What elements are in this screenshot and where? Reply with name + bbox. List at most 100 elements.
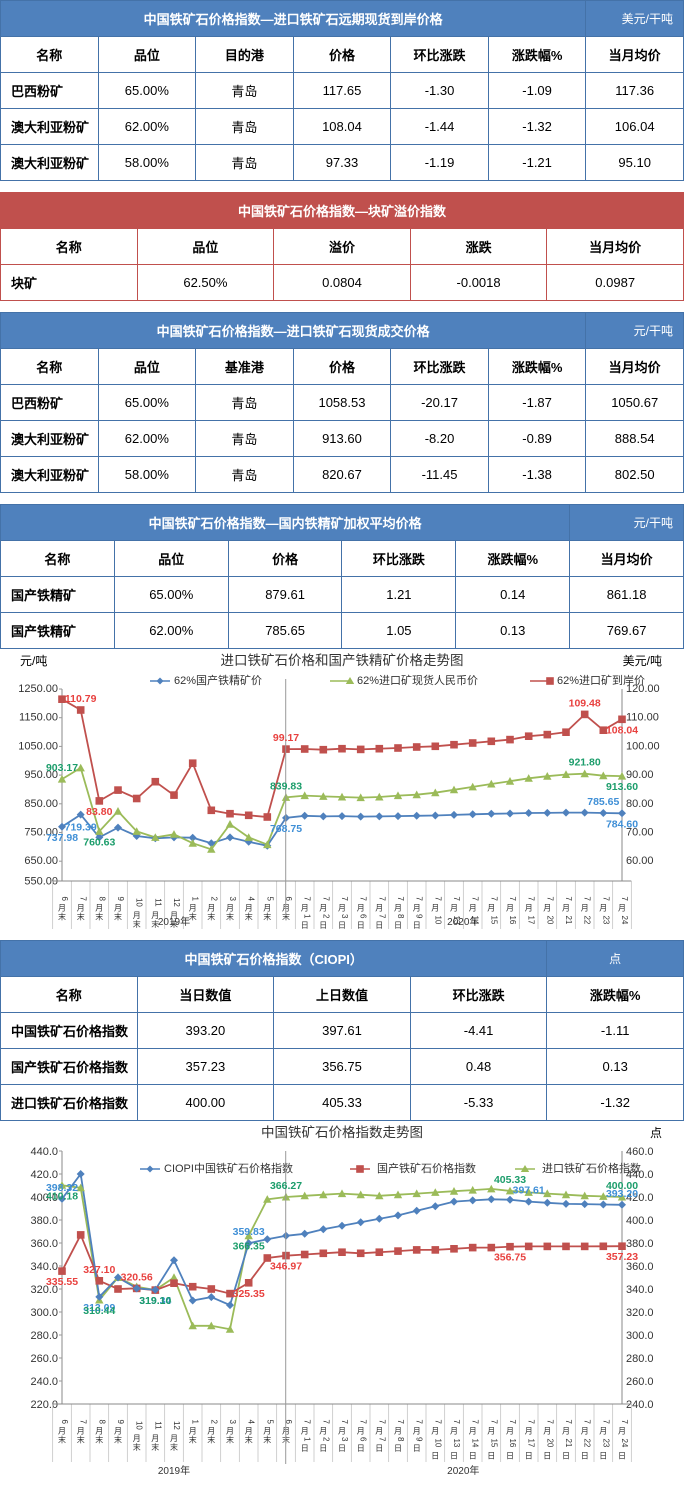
svg-text:340.0: 340.0 (30, 1261, 58, 1273)
svg-text:日: 日 (338, 1444, 346, 1453)
svg-text:末: 末 (133, 1442, 141, 1452)
svg-text:400.00: 400.00 (606, 1180, 638, 1192)
svg-text:日: 日 (357, 1444, 365, 1453)
svg-text:300.0: 300.0 (30, 1307, 58, 1319)
svg-text:月: 月 (133, 1434, 141, 1443)
svg-text:300.0: 300.0 (626, 1330, 654, 1342)
svg-text:7: 7 (545, 1419, 554, 1424)
svg-text:719.39: 719.39 (65, 822, 97, 834)
svg-text:月: 月 (431, 904, 439, 913)
svg-text:日: 日 (301, 1444, 309, 1453)
svg-text:7: 7 (396, 1419, 405, 1424)
svg-text:月: 月 (394, 1427, 402, 1436)
svg-text:366.27: 366.27 (270, 1180, 302, 1192)
svg-text:元/吨: 元/吨 (20, 654, 47, 668)
svg-text:3: 3 (228, 1419, 237, 1424)
svg-text:月: 月 (506, 1427, 514, 1436)
svg-text:380.0: 380.0 (626, 1238, 654, 1250)
svg-text:月: 月 (581, 1427, 589, 1436)
svg-text:月: 月 (413, 904, 421, 913)
svg-text:月: 月 (301, 1427, 309, 1436)
svg-text:366.35: 366.35 (233, 1241, 265, 1253)
svg-text:7: 7 (340, 1419, 349, 1424)
svg-text:8: 8 (97, 896, 106, 901)
svg-text:3: 3 (340, 1437, 349, 1442)
svg-text:国产铁矿石价格指数: 国产铁矿石价格指数 (377, 1161, 476, 1175)
svg-text:7: 7 (79, 896, 88, 901)
svg-text:9: 9 (415, 914, 424, 919)
svg-text:20: 20 (545, 915, 554, 924)
svg-text:日: 日 (450, 1452, 458, 1461)
svg-text:日: 日 (525, 1452, 533, 1461)
svg-text:8: 8 (396, 1437, 405, 1442)
svg-text:8: 8 (97, 1419, 106, 1424)
svg-text:839.83: 839.83 (270, 780, 302, 792)
svg-text:23: 23 (601, 915, 610, 924)
svg-text:110.00: 110.00 (626, 712, 659, 724)
svg-text:16: 16 (508, 1438, 517, 1447)
svg-text:7: 7 (452, 1419, 461, 1424)
svg-text:108.04: 108.04 (606, 724, 638, 736)
svg-text:月: 月 (245, 904, 253, 913)
svg-text:2020年: 2020年 (447, 915, 479, 928)
svg-text:5: 5 (265, 896, 274, 901)
svg-text:83.80: 83.80 (86, 806, 112, 818)
svg-text:3: 3 (340, 914, 349, 919)
svg-text:日: 日 (543, 929, 551, 930)
svg-text:320.0: 320.0 (626, 1307, 654, 1319)
svg-text:357.23: 357.23 (606, 1251, 638, 1263)
svg-text:月: 月 (207, 904, 215, 913)
svg-text:12: 12 (172, 898, 181, 907)
svg-text:380.0: 380.0 (30, 1215, 58, 1227)
svg-text:末: 末 (58, 912, 66, 922)
svg-text:日: 日 (599, 1452, 607, 1461)
svg-text:末: 末 (226, 912, 234, 922)
svg-text:末: 末 (133, 919, 141, 929)
svg-text:760.63: 760.63 (83, 836, 115, 848)
svg-text:末: 末 (207, 912, 215, 922)
svg-text:日: 日 (562, 929, 570, 930)
svg-text:7: 7 (527, 896, 536, 901)
svg-text:7: 7 (601, 896, 610, 901)
svg-text:24: 24 (620, 1438, 629, 1447)
svg-text:月: 月 (319, 1427, 327, 1436)
svg-text:月: 月 (77, 904, 85, 913)
svg-text:260.0: 260.0 (30, 1353, 58, 1365)
svg-text:7: 7 (433, 1419, 442, 1424)
svg-text:月: 月 (487, 1427, 495, 1436)
svg-text:7: 7 (601, 1419, 610, 1424)
svg-text:62%国产铁精矿价: 62%国产铁精矿价 (174, 673, 262, 687)
svg-text:末: 末 (263, 912, 271, 922)
svg-text:月: 月 (562, 1427, 570, 1436)
svg-text:320.56: 320.56 (121, 1271, 153, 1283)
svg-text:7: 7 (583, 896, 592, 901)
svg-text:420.0: 420.0 (30, 1169, 58, 1181)
svg-text:460.0: 460.0 (626, 1146, 654, 1158)
svg-text:7: 7 (303, 896, 312, 901)
svg-text:1050.00: 1050.00 (18, 740, 58, 752)
svg-text:405.33: 405.33 (494, 1174, 526, 1186)
svg-text:7: 7 (564, 1419, 573, 1424)
svg-text:末: 末 (114, 1435, 122, 1445)
svg-text:月: 月 (77, 1427, 85, 1436)
svg-text:末: 末 (245, 1435, 253, 1445)
svg-text:末: 末 (114, 912, 122, 922)
svg-text:10: 10 (433, 1438, 442, 1447)
svg-text:359.83: 359.83 (233, 1226, 265, 1238)
svg-text:7: 7 (321, 896, 330, 901)
svg-text:7: 7 (433, 896, 442, 901)
svg-text:850.00: 850.00 (24, 798, 58, 810)
svg-text:6: 6 (359, 914, 368, 919)
svg-text:日: 日 (525, 929, 533, 930)
svg-text:月: 月 (618, 1427, 626, 1436)
svg-text:7: 7 (303, 1419, 312, 1424)
svg-text:3: 3 (228, 896, 237, 901)
svg-text:月: 月 (58, 1427, 66, 1436)
svg-text:20: 20 (545, 1438, 554, 1447)
svg-text:日: 日 (469, 929, 477, 930)
svg-text:7: 7 (377, 896, 386, 901)
svg-text:319.10: 319.10 (139, 1295, 171, 1307)
svg-text:7: 7 (545, 896, 554, 901)
svg-text:80.00: 80.00 (626, 798, 654, 810)
svg-text:13: 13 (452, 1438, 461, 1447)
